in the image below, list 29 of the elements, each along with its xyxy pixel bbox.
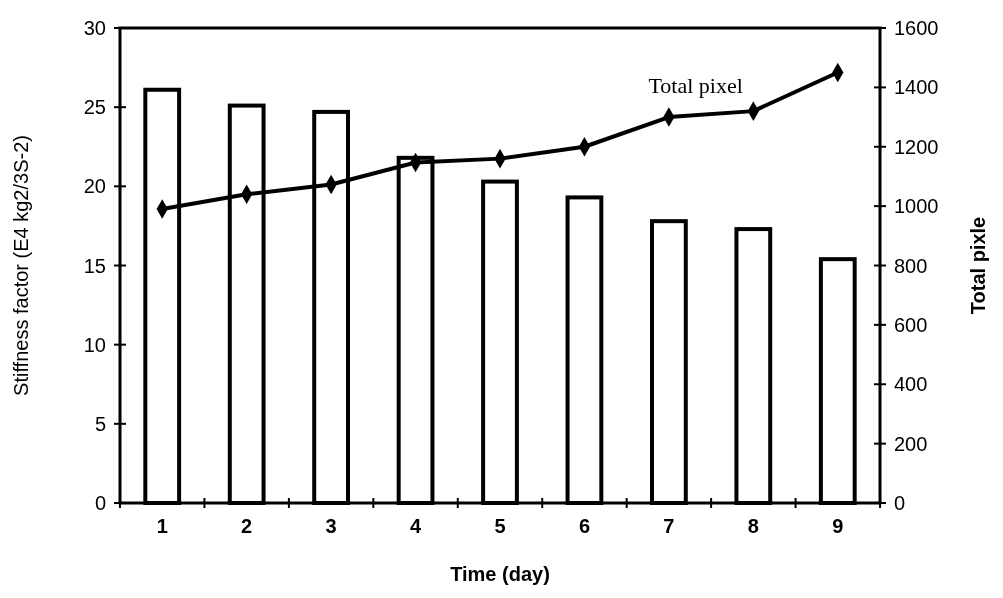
x-axis-title: Time (day) bbox=[450, 563, 550, 585]
y-tick-label: 25 bbox=[83, 96, 106, 119]
x-tick-label: 1 bbox=[156, 515, 168, 537]
y2-tick-label: 0 bbox=[894, 492, 906, 514]
y2-tick-label: 1600 bbox=[894, 17, 939, 39]
y2-tick-label: 1200 bbox=[894, 135, 939, 158]
x-tick-label: 4 bbox=[409, 515, 422, 537]
y-tick-label: 5 bbox=[94, 412, 106, 435]
y-axis-title: Stiffness factor (E4 kg2/3S-2) bbox=[10, 135, 32, 396]
y-tick-label: 10 bbox=[83, 333, 106, 356]
x-tick-label: 3 bbox=[325, 515, 337, 537]
y-tick-label: 30 bbox=[83, 17, 106, 39]
y2-tick-label: 200 bbox=[894, 432, 928, 455]
x-tick-label: 6 bbox=[578, 515, 591, 537]
x-tick-label: 5 bbox=[494, 515, 506, 537]
x-tick-label: 7 bbox=[663, 515, 675, 537]
y2-tick-label: 800 bbox=[894, 254, 928, 277]
y2-tick-label: 1000 bbox=[894, 195, 939, 218]
y2-tick-label: 400 bbox=[894, 373, 928, 396]
series-label: Total pixel bbox=[648, 72, 743, 98]
y-tick-label: 20 bbox=[83, 175, 106, 198]
y2-tick-label: 1400 bbox=[894, 76, 939, 99]
x-tick-label: 8 bbox=[747, 515, 759, 537]
x-tick-label: 9 bbox=[832, 515, 844, 537]
y-tick-label: 0 bbox=[94, 492, 106, 514]
x-tick-label: 2 bbox=[241, 515, 253, 537]
y2-tick-label: 600 bbox=[894, 313, 928, 336]
y2-axis-title: Total pixle bbox=[967, 216, 989, 315]
y-tick-label: 15 bbox=[83, 254, 106, 277]
